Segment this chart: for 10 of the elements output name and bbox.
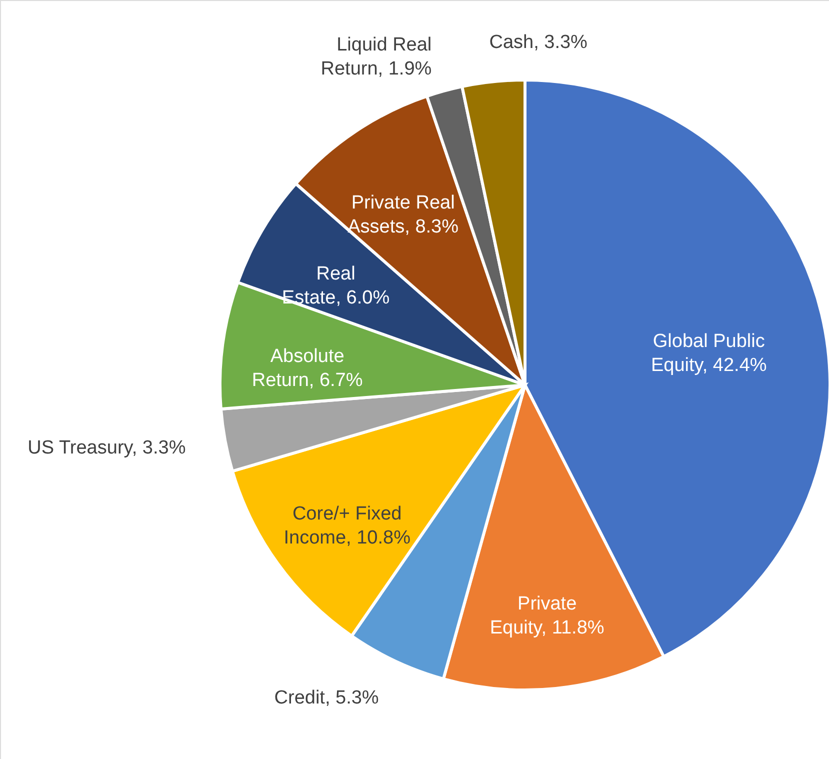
slice-label: Global Public Equity, 42.4% (650, 330, 767, 376)
slice-label: US Treasury, 3.3% (28, 438, 186, 459)
slice-label: Real Estate, 6.0% (282, 264, 390, 309)
slice-label: Cash, 3.3% (489, 32, 588, 53)
slice-label: Liquid Real Return, 1.9% (320, 34, 432, 80)
slice-label: Absolute Return, 6.7% (252, 346, 363, 392)
slice-label: Core/+ Fixed Income, 10.8% (284, 504, 411, 549)
slice-label: Credit, 5.3% (274, 687, 379, 708)
slice-label: Private Equity, 11.8% (490, 593, 604, 638)
slice-label: Private Real Assets, 8.3% (348, 192, 459, 238)
